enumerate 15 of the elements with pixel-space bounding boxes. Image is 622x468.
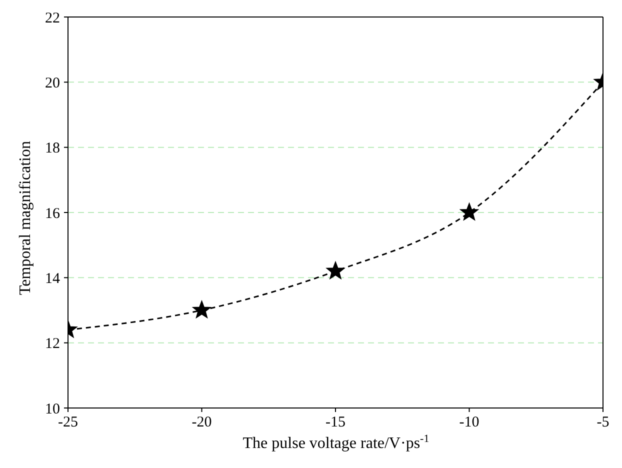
y-tick-label: 12 — [45, 336, 60, 352]
y-axis-title: Temporal magnification — [17, 141, 34, 295]
x-tick-label: -15 — [326, 414, 346, 431]
x-tick-label: -20 — [192, 414, 212, 431]
y-tick-label: 20 — [45, 75, 60, 92]
y-tick-label: 18 — [45, 140, 60, 157]
x-tick-label: -10 — [459, 414, 480, 431]
x-tick-label: -25 — [58, 414, 78, 431]
y-tick-label: 10 — [45, 401, 60, 418]
x-axis-title: The pulse voltage rate/V·ps$^{-1}$ — [242, 433, 430, 452]
y-tick-label: 16 — [45, 206, 60, 222]
point — [326, 262, 345, 279]
y-tick-label: 14 — [45, 270, 60, 287]
x-tick-label: -5 — [596, 414, 610, 431]
y-tick-label: 22 — [45, 10, 60, 26]
